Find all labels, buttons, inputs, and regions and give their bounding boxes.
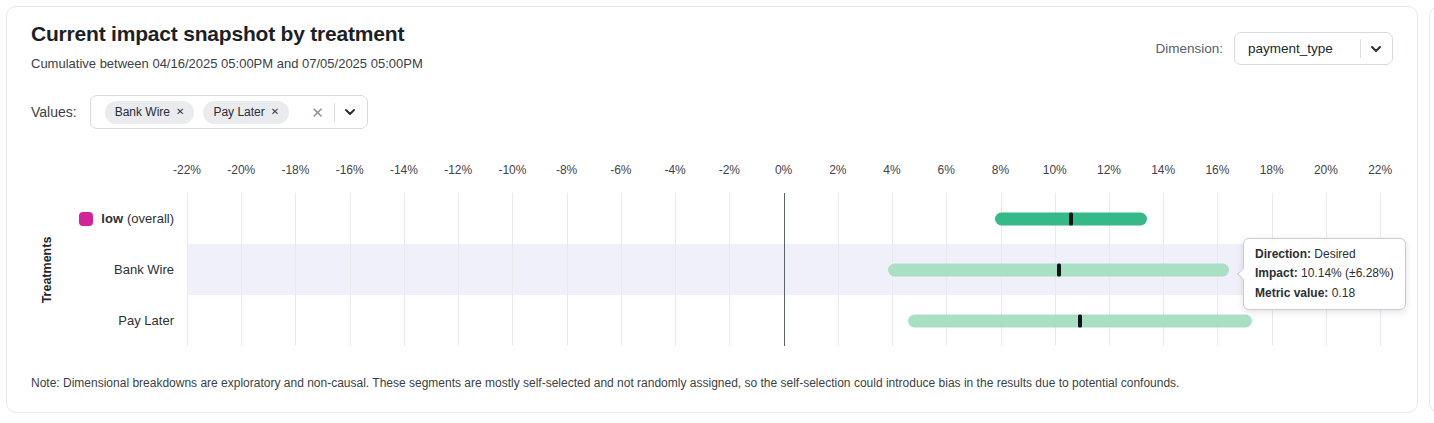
x-tick-label: -10% — [498, 163, 526, 177]
treatment-name: Bank Wire — [114, 262, 174, 277]
x-tick-label: 2% — [829, 163, 846, 177]
treatment-row-label: Pay Later — [7, 295, 187, 346]
zero-axis-line — [784, 193, 786, 346]
page-title: Current impact snapshot by treatment — [31, 22, 404, 46]
gridline — [729, 193, 730, 346]
x-axis-labels: -22%-20%-18%-16%-14%-12%-10%-8%-6%-4%-2%… — [187, 163, 1391, 181]
x-tick-label: 20% — [1314, 163, 1338, 177]
x-tick-label: 12% — [1097, 163, 1121, 177]
gridline — [675, 193, 676, 346]
values-divider — [334, 103, 335, 122]
plot-area — [187, 193, 1391, 346]
x-tick-label: -2% — [719, 163, 740, 177]
x-tick-label: -4% — [664, 163, 685, 177]
x-tick-label: 16% — [1205, 163, 1229, 177]
adjacent-card-edge — [1429, 6, 1434, 413]
gridline — [187, 193, 188, 346]
x-tick-label: 14% — [1151, 163, 1175, 177]
gridline — [458, 193, 459, 346]
x-tick-label: 6% — [938, 163, 955, 177]
treatment-row-label: low (overall) — [7, 193, 187, 244]
dimension-label: Dimension: — [1155, 41, 1223, 56]
tooltip-line: Metric value: 0.18 — [1255, 284, 1394, 303]
values-filter: Values: Bank Wire ✕ Pay Later ✕ ✕ — [31, 95, 368, 129]
treatment-row-label: Bank Wire — [7, 244, 187, 295]
row-band — [187, 193, 1391, 244]
gridline — [838, 193, 839, 346]
x-tick-label: -6% — [610, 163, 631, 177]
page: Current impact snapshot by treatment Cum… — [0, 0, 1434, 423]
treatment-name: Pay Later — [118, 313, 174, 328]
remove-chip-icon[interactable]: ✕ — [176, 107, 184, 117]
dimension-select[interactable]: payment_type — [1234, 32, 1393, 65]
gridline — [350, 193, 351, 346]
chevron-down-icon[interactable] — [1369, 42, 1383, 56]
x-tick-label: 22% — [1368, 163, 1392, 177]
impact-point-marker — [1078, 314, 1082, 327]
values-multiselect[interactable]: Bank Wire ✕ Pay Later ✕ ✕ — [90, 95, 368, 129]
gridline — [621, 193, 622, 346]
value-chip[interactable]: Pay Later ✕ — [203, 101, 289, 124]
subtitle: Cumulative between 04/16/2025 05:00PM an… — [31, 56, 423, 71]
gridline — [567, 193, 568, 346]
values-chips: Bank Wire ✕ Pay Later ✕ — [105, 101, 290, 124]
x-tick-label: -20% — [227, 163, 255, 177]
x-tick-label: -12% — [444, 163, 472, 177]
tooltip-line: Impact: 10.14% (±6.28%) — [1255, 264, 1394, 283]
treatment-name: low — [101, 211, 123, 226]
impact-chart: Treatments -22%-20%-18%-16%-14%-12%-10%-… — [7, 159, 1419, 353]
x-tick-label: 4% — [883, 163, 900, 177]
impact-point-marker — [1057, 263, 1061, 276]
x-tick-label: -8% — [556, 163, 577, 177]
variant-color-swatch — [79, 212, 93, 226]
chevron-down-icon[interactable] — [343, 105, 357, 119]
values-label: Values: — [31, 104, 77, 120]
gridline — [241, 193, 242, 346]
chart-tooltip: Direction: DesiredImpact: 10.14% (±6.28%… — [1243, 238, 1406, 310]
row-labels: low (overall) Bank Wire Pay Later — [7, 193, 187, 346]
gridline — [404, 193, 405, 346]
value-chip-label: Pay Later — [213, 105, 264, 119]
impact-snapshot-card: Current impact snapshot by treatment Cum… — [6, 6, 1418, 413]
x-tick-label: -18% — [281, 163, 309, 177]
gridline — [295, 193, 296, 346]
treatment-name-suffix: (overall) — [127, 211, 174, 226]
impact-point-marker — [1069, 212, 1073, 225]
value-chip-label: Bank Wire — [115, 105, 170, 119]
x-tick-label: -22% — [173, 163, 201, 177]
x-tick-label: 10% — [1043, 163, 1067, 177]
x-tick-label: -16% — [336, 163, 364, 177]
x-tick-label: 8% — [992, 163, 1009, 177]
value-chip[interactable]: Bank Wire ✕ — [105, 101, 195, 124]
x-tick-label: 0% — [775, 163, 792, 177]
gridline — [512, 193, 513, 346]
clear-values-icon[interactable]: ✕ — [311, 105, 324, 120]
tooltip-line: Direction: Desired — [1255, 245, 1394, 264]
x-tick-label: 18% — [1260, 163, 1284, 177]
select-divider — [1360, 39, 1361, 58]
note-text: Note: Dimensional breakdowns are explora… — [31, 376, 1179, 390]
dimension-control: Dimension: payment_type — [1155, 32, 1393, 65]
remove-chip-icon[interactable]: ✕ — [271, 107, 279, 117]
dimension-select-value: payment_type — [1248, 41, 1356, 56]
x-tick-label: -14% — [390, 163, 418, 177]
